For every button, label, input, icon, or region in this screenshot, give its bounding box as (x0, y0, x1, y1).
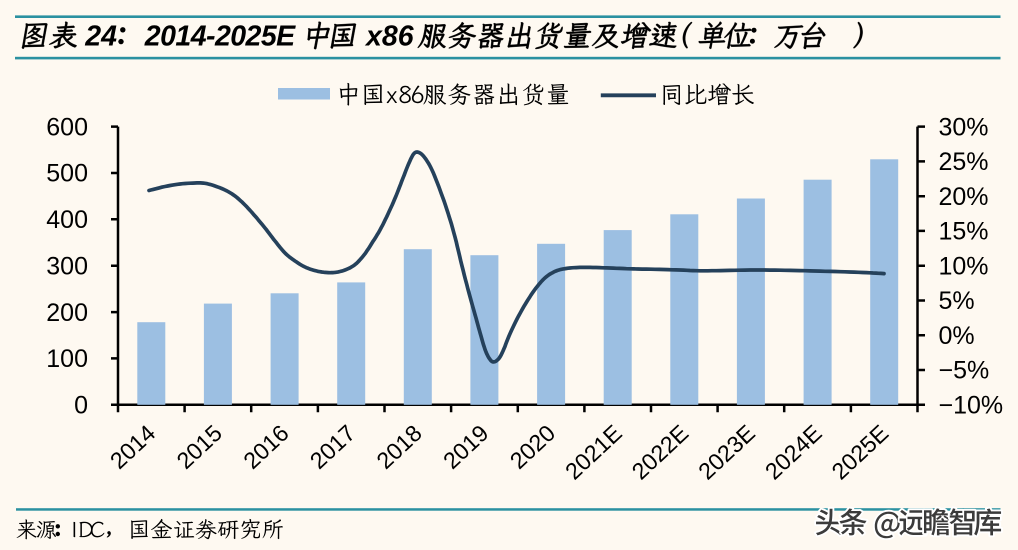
svg-text:0%: 0% (939, 322, 975, 350)
svg-text:600: 600 (46, 113, 88, 141)
svg-text:20%: 20% (939, 183, 989, 211)
svg-text:300: 300 (46, 252, 88, 280)
svg-text:−10%: −10% (939, 392, 1004, 420)
svg-text:5%: 5% (939, 287, 975, 315)
svg-text:24: 24 (84, 20, 117, 52)
svg-text:2014-2025E: 2014-2025E (144, 20, 296, 52)
svg-text:x86: x86 (364, 20, 414, 52)
svg-text:15%: 15% (939, 218, 989, 246)
svg-text:500: 500 (46, 160, 88, 188)
svg-text:−5%: −5% (939, 357, 990, 385)
svg-text:0: 0 (74, 392, 88, 420)
svg-text:25%: 25% (939, 148, 989, 176)
svg-text:400: 400 (46, 206, 88, 234)
svg-text:10%: 10% (939, 252, 989, 280)
svg-text:200: 200 (46, 299, 88, 327)
svg-text:100: 100 (46, 345, 88, 373)
svg-text:30%: 30% (939, 113, 989, 141)
